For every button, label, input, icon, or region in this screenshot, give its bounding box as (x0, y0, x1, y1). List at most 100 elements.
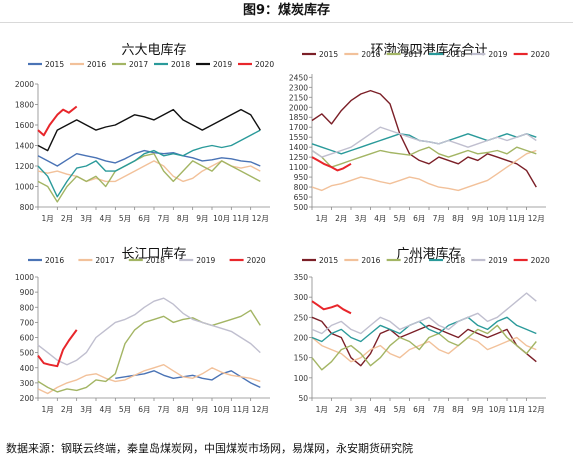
x-tick-label: 2月 (61, 405, 73, 414)
legend-label-2018: 2018 (171, 60, 190, 69)
chart-title: 环渤海四港库存合计 (370, 42, 487, 58)
chart-title: 六大电库存 (121, 42, 186, 58)
x-tick-label: 4月 (100, 214, 112, 223)
series-line-2016 (311, 336, 537, 363)
series-line-2018 (37, 309, 261, 393)
y-tick-label: 600 (20, 334, 35, 343)
x-tick-label: 1月 (42, 405, 54, 414)
y-tick-label: 2000 (15, 80, 34, 89)
y-tick-label: 900 (20, 288, 35, 297)
legend-label-2017: 2017 (404, 256, 423, 265)
x-tick-label: 4月 (374, 214, 386, 223)
x-tick-label: 6月 (413, 214, 425, 223)
series-line-2020 (37, 105, 78, 137)
chart-panel-3: 长江口库存 200 300 400 500 600 700 800 900 1000 1月 2月 3月 4… (15, 246, 270, 414)
x-tick-label: 1月 (42, 214, 54, 223)
y-tick-label: 1250 (289, 153, 308, 162)
x-tick-label: 3月 (355, 405, 367, 414)
y-tick-label: 700 (20, 318, 35, 327)
x-tick-label: 1月 (316, 405, 328, 414)
legend-label-2019: 2019 (488, 50, 507, 59)
figure-title: 图9：煤炭库存 (0, 0, 573, 23)
series-line-2017 (37, 152, 261, 203)
chart-panel-2: 环渤海四港库存合计 5006508009501100125014001550170… (289, 42, 550, 223)
y-tick-label: 1600 (15, 121, 34, 130)
series-line-2019 (311, 126, 537, 158)
y-tick-label: 2450 (289, 73, 308, 82)
x-tick-label: 12月 (528, 214, 545, 223)
x-tick-label: 9月 (196, 214, 208, 223)
y-tick-label: 350 (294, 273, 309, 282)
x-tick-label: 12月 (252, 405, 269, 414)
legend-label-2016: 2016 (45, 256, 64, 265)
x-tick-label: 12月 (252, 214, 269, 223)
x-tick-label: 11月 (232, 214, 249, 223)
legend-label-2016: 2016 (361, 50, 380, 59)
series-line-2019 (311, 292, 537, 335)
x-tick-label: 3月 (80, 214, 92, 223)
x-tick-label: 9月 (472, 405, 484, 414)
series-line-2018 (37, 129, 261, 198)
y-tick-label: 1550 (289, 133, 308, 142)
x-tick-label: 10月 (213, 405, 230, 414)
y-tick-label: 1800 (15, 101, 34, 110)
chart-title: 长江口库存 (121, 246, 186, 262)
x-tick-label: 5月 (394, 405, 406, 414)
x-tick-label: 12月 (528, 405, 545, 414)
legend-label-2017: 2017 (129, 60, 148, 69)
chart-panel-4: 广州港库存 50 100 150 200 250 300 350 1月 2月 3月 4月 5月 6月 7月 8… (294, 246, 550, 414)
x-tick-label: 8月 (177, 214, 189, 223)
y-tick-label: 1700 (289, 123, 308, 132)
y-tick-label: 800 (20, 203, 35, 212)
x-tick-label: 7月 (433, 405, 445, 414)
y-tick-label: 300 (294, 293, 309, 302)
y-tick-label: 200 (294, 334, 309, 343)
x-tick-label: 3月 (355, 214, 367, 223)
x-tick-label: 7月 (433, 214, 445, 223)
x-tick-label: 10月 (213, 214, 230, 223)
series-line-2020 (311, 156, 352, 172)
chart-title: 广州港库存 (396, 246, 461, 262)
legend-label-2018: 2018 (446, 50, 465, 59)
x-tick-label: 9月 (472, 214, 484, 223)
x-tick-label: 5月 (119, 405, 131, 414)
x-tick-label: 6月 (138, 214, 150, 223)
y-tick-label: 1200 (15, 162, 34, 171)
x-tick-label: 3月 (80, 405, 92, 414)
y-tick-label: 200 (20, 394, 35, 403)
y-tick-label: 500 (20, 349, 35, 358)
x-tick-label: 4月 (100, 405, 112, 414)
x-tick-label: 11月 (508, 405, 525, 414)
x-tick-label: 5月 (394, 214, 406, 223)
series-line-2017 (311, 146, 537, 168)
x-tick-label: 2月 (335, 214, 347, 223)
legend-label-2020: 2020 (531, 256, 550, 265)
y-tick-label: 400 (20, 364, 35, 373)
y-tick-label: 1000 (15, 273, 34, 282)
y-tick-label: 1850 (289, 113, 308, 122)
x-tick-label: 11月 (232, 405, 249, 414)
x-tick-label: 1月 (316, 214, 328, 223)
legend-label-2015: 2015 (319, 256, 338, 265)
y-tick-label: 1400 (289, 143, 308, 152)
x-tick-label: 7月 (158, 405, 170, 414)
legend-label-2016: 2016 (361, 256, 380, 265)
x-tick-label: 8月 (177, 405, 189, 414)
y-tick-label: 950 (294, 173, 309, 182)
legend-label-2020: 2020 (247, 256, 266, 265)
y-tick-label: 800 (294, 183, 309, 192)
legend-label-2019: 2019 (213, 60, 232, 69)
x-tick-label: 8月 (452, 214, 464, 223)
y-tick-label: 1400 (15, 142, 34, 151)
x-tick-label: 8月 (452, 405, 464, 414)
legend-label-2019: 2019 (488, 256, 507, 265)
y-tick-label: 500 (294, 203, 309, 212)
series-line-2019 (37, 297, 261, 366)
y-tick-label: 250 (294, 313, 309, 322)
x-tick-label: 6月 (138, 405, 150, 414)
legend-label-2015: 2015 (319, 50, 338, 59)
y-tick-label: 1100 (289, 163, 308, 172)
x-tick-label: 11月 (508, 214, 525, 223)
y-tick-label: 800 (20, 303, 35, 312)
x-tick-label: 10月 (489, 405, 506, 414)
